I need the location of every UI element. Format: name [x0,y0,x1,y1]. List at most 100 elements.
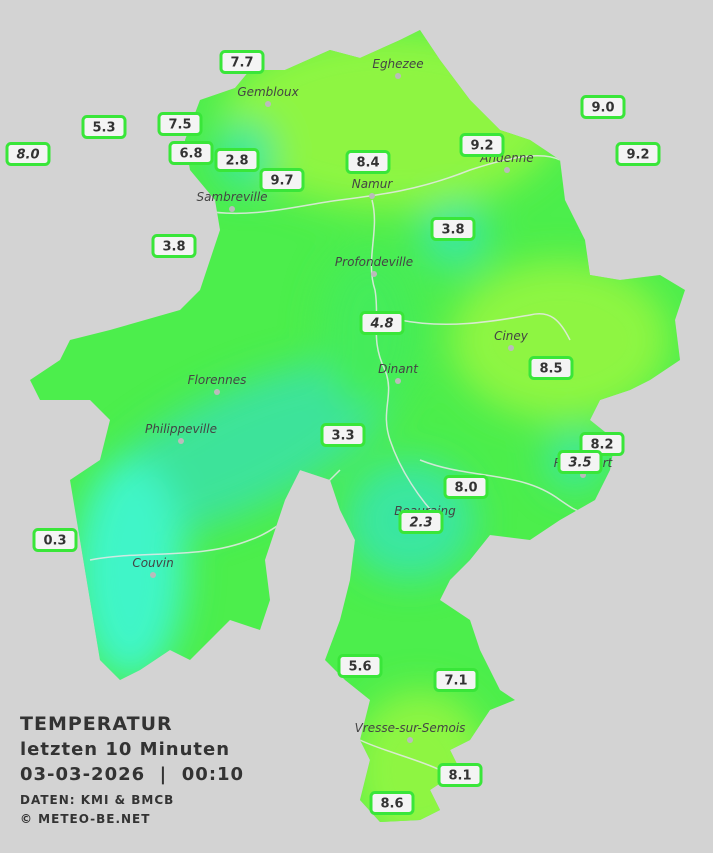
place-name: Namur [352,177,394,191]
legend-copyright: © METEO-BE.NET [20,812,150,826]
station: 8.1 [437,763,483,787]
place-dot [407,737,413,743]
station: 6.8 [168,141,214,165]
station-reading: 3.3 [331,429,354,444]
station: 2.3 [398,510,444,534]
station: 5.3 [81,115,127,139]
station: 8.5 [528,356,574,380]
place-dot [395,378,401,384]
place-dot [150,572,156,578]
station-box [32,528,78,552]
station: 8.0 [5,142,51,166]
station-box [81,115,127,139]
place-name: Gembloux [237,85,299,99]
station-reading: 0.3 [43,534,66,549]
station: 7.1 [433,668,479,692]
place-dot [229,206,235,212]
station-box [151,234,197,258]
place-dot [214,389,220,395]
station: 9.0 [580,95,626,119]
station-box [580,95,626,119]
station: 9.2 [615,142,661,166]
station-reading: 7.1 [444,674,467,689]
legend-date: 03-03-2026 | 00:10 [20,764,244,785]
place-dot [371,271,377,277]
station-reading: 5.3 [92,121,115,136]
station-reading: 5.6 [348,660,371,675]
place-dot [178,438,184,444]
place-name: Philippeville [145,422,217,436]
station-box [219,50,265,74]
station: 0.3 [32,528,78,552]
station-reading: 9.7 [270,174,293,189]
station-reading: 2.3 [409,516,432,531]
station-box [259,168,305,192]
station: 3.8 [430,217,476,241]
station-reading: 6.8 [179,147,202,162]
legend-source: DATEN: KMI & BMCB [20,793,174,807]
legend-subtitle: letzten 10 Minuten [20,739,230,760]
station-reading: 4.8 [369,317,393,332]
station: 9.2 [459,133,505,157]
station-reading: 7.7 [230,56,253,71]
station: 4.8 [359,311,405,335]
station-reading: 9.0 [591,101,614,116]
station: 9.7 [259,168,305,192]
station-reading: 3.5 [568,456,591,471]
station-box [5,142,51,166]
station-box [433,668,479,692]
place-name: Sambreville [196,190,267,204]
station-box [359,311,405,335]
legend-title: TEMPERATUR [20,713,173,735]
station-reading: 3.8 [162,240,185,255]
place-dot [504,167,510,173]
station: 7.7 [219,50,265,74]
place-name: Florennes [188,373,247,387]
station-reading: 8.1 [448,769,471,784]
station-box [557,450,603,474]
station: 2.8 [214,148,260,172]
station-box [459,133,505,157]
station-reading: 8.4 [356,156,379,171]
place-name: Vresse-sur-Semois [355,721,466,735]
station-reading: 8.5 [539,362,562,377]
station-box [214,148,260,172]
station-reading: 9.2 [626,148,649,163]
place-dot [369,193,375,199]
station-box [528,356,574,380]
station-reading: 8.0 [16,148,39,163]
station-box [437,763,483,787]
station-box [168,141,214,165]
station-box [615,142,661,166]
place-name: Ciney [494,329,529,343]
station-reading: 8.6 [380,797,403,812]
place-name: Eghezee [372,57,423,71]
station-box [369,791,415,815]
place-name: Couvin [132,556,173,570]
station-box [337,654,383,678]
station-box [398,510,444,534]
station: 3.5 [557,450,603,474]
station: 8.0 [443,475,489,499]
place-name: Profondeville [335,255,413,269]
station: 8.6 [369,791,415,815]
station-reading: 9.2 [470,139,493,154]
station-reading: 3.8 [441,223,464,238]
station: 8.2 [579,432,625,456]
place-dot [395,73,401,79]
station-box [430,217,476,241]
station-reading: 7.5 [168,118,191,133]
stations: 7.7 5.3 7.5 8.0 6.8 2.8 9.7 8.4 9.2 9.0 9.2 3.8 3.8 4… [5,50,661,815]
station-reading: 8.0 [454,481,477,496]
station-box [157,112,203,136]
place-dot [265,101,271,107]
place-dot [508,345,514,351]
station-box [345,150,391,174]
station-reading: 8.2 [590,438,613,453]
place-name: Dinant [378,362,419,376]
station-box [443,475,489,499]
station: 5.6 [337,654,383,678]
station: 7.5 [157,112,203,136]
station-reading: 2.8 [225,154,248,169]
